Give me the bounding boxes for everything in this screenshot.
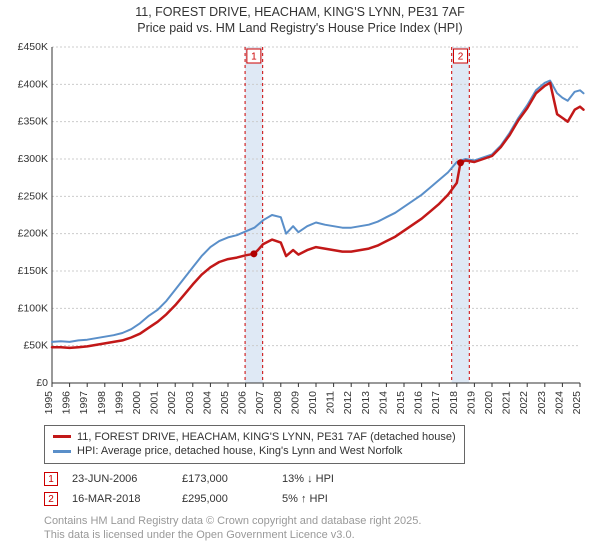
transaction-delta: 5% ↑ HPI bbox=[282, 493, 402, 505]
chart-title-line2: Price paid vs. HM Land Registry's House … bbox=[8, 20, 592, 36]
svg-text:1998: 1998 bbox=[96, 390, 108, 414]
svg-text:2009: 2009 bbox=[289, 390, 301, 414]
legend-label-hpi: HPI: Average price, detached house, King… bbox=[77, 444, 402, 459]
svg-text:2023: 2023 bbox=[536, 390, 548, 414]
transaction-date: 16-MAR-2018 bbox=[72, 493, 182, 505]
chart-title-line1: 11, FOREST DRIVE, HEACHAM, KING'S LYNN, … bbox=[8, 4, 592, 20]
svg-text:2022: 2022 bbox=[518, 390, 530, 414]
transaction-marker: 1 bbox=[44, 472, 58, 486]
svg-text:2013: 2013 bbox=[360, 390, 372, 414]
svg-text:2012: 2012 bbox=[342, 390, 354, 414]
svg-text:£100K: £100K bbox=[18, 302, 48, 314]
footer-line2: This data is licensed under the Open Gov… bbox=[44, 528, 592, 542]
svg-text:2021: 2021 bbox=[501, 390, 513, 414]
svg-text:2007: 2007 bbox=[254, 390, 266, 414]
legend-swatch-hpi bbox=[53, 450, 71, 453]
transactions-table: 1 23-JUN-2006£173,00013% ↓ HPI 2 16-MAR-201… bbox=[44, 472, 592, 506]
svg-text:2002: 2002 bbox=[166, 390, 178, 414]
svg-text:2000: 2000 bbox=[131, 390, 143, 414]
transaction-delta: 13% ↓ HPI bbox=[282, 473, 402, 485]
legend-label-property: 11, FOREST DRIVE, HEACHAM, KING'S LYNN, … bbox=[77, 430, 456, 445]
svg-text:2019: 2019 bbox=[465, 390, 477, 414]
transaction-date: 23-JUN-2006 bbox=[72, 473, 182, 485]
svg-text:2015: 2015 bbox=[395, 390, 407, 414]
svg-text:£150K: £150K bbox=[18, 265, 48, 277]
svg-text:£50K: £50K bbox=[23, 339, 48, 351]
svg-text:£300K: £300K bbox=[18, 153, 48, 165]
svg-text:2003: 2003 bbox=[184, 390, 196, 414]
svg-text:£250K: £250K bbox=[18, 190, 48, 202]
svg-text:£350K: £350K bbox=[18, 115, 48, 127]
chart-legend: 11, FOREST DRIVE, HEACHAM, KING'S LYNN, … bbox=[44, 425, 465, 465]
footer-attribution: Contains HM Land Registry data © Crown c… bbox=[44, 514, 592, 543]
legend-row-property: 11, FOREST DRIVE, HEACHAM, KING'S LYNN, … bbox=[53, 430, 456, 445]
svg-text:2: 2 bbox=[458, 51, 464, 62]
svg-text:2008: 2008 bbox=[272, 390, 284, 414]
transaction-price: £173,000 bbox=[182, 473, 282, 485]
svg-text:2025: 2025 bbox=[571, 390, 583, 414]
svg-text:2005: 2005 bbox=[219, 390, 231, 414]
transaction-marker: 2 bbox=[44, 492, 58, 506]
svg-text:£200K: £200K bbox=[18, 227, 48, 239]
svg-text:2020: 2020 bbox=[483, 390, 495, 414]
svg-text:2018: 2018 bbox=[448, 390, 460, 414]
svg-text:2006: 2006 bbox=[237, 390, 249, 414]
svg-text:£450K: £450K bbox=[18, 41, 48, 53]
svg-text:2017: 2017 bbox=[430, 390, 442, 414]
svg-text:1996: 1996 bbox=[61, 390, 73, 414]
footer-line1: Contains HM Land Registry data © Crown c… bbox=[44, 514, 592, 528]
svg-text:1: 1 bbox=[251, 51, 257, 62]
svg-text:£0: £0 bbox=[36, 377, 48, 389]
svg-text:2024: 2024 bbox=[553, 390, 565, 414]
svg-text:2004: 2004 bbox=[201, 390, 213, 414]
svg-text:2010: 2010 bbox=[307, 390, 319, 414]
svg-text:1999: 1999 bbox=[113, 390, 125, 414]
line-chart-svg: £0 £50K £100K £150K £200K £250K £300K £350K £400… bbox=[8, 39, 592, 419]
legend-swatch-property bbox=[53, 435, 71, 438]
svg-text:£400K: £400K bbox=[18, 78, 48, 90]
transaction-price: £295,000 bbox=[182, 493, 282, 505]
svg-text:2011: 2011 bbox=[325, 390, 337, 413]
chart-area: £0 £50K £100K £150K £200K £250K £300K £350K £400… bbox=[8, 39, 592, 419]
svg-text:2016: 2016 bbox=[413, 390, 425, 414]
svg-text:2014: 2014 bbox=[377, 390, 389, 414]
legend-row-hpi: HPI: Average price, detached house, King… bbox=[53, 444, 456, 459]
svg-text:1995: 1995 bbox=[43, 390, 55, 414]
svg-text:1997: 1997 bbox=[78, 390, 90, 414]
svg-text:2001: 2001 bbox=[149, 390, 161, 414]
